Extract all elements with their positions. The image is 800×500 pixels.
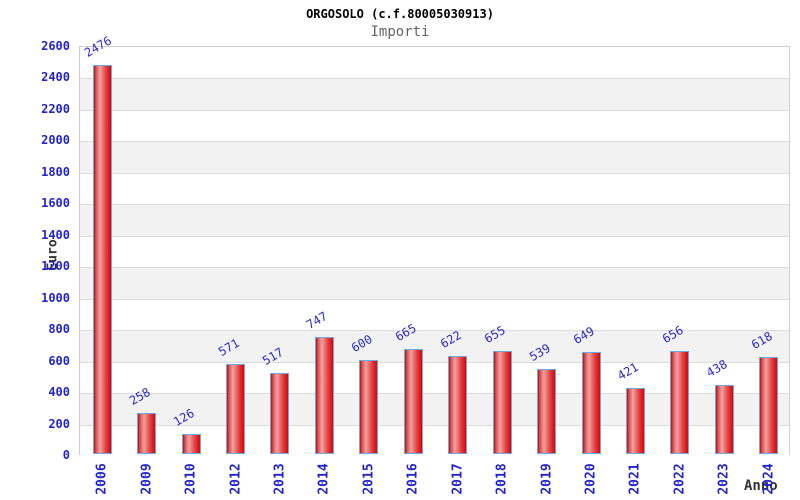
y-tick-label: 1400 [41,227,70,242]
y-tick-label: 1600 [41,196,70,211]
gridline [80,235,789,237]
gridline [80,172,789,174]
gridline [80,393,789,395]
x-tick-label: 2019 [539,463,555,495]
bar-2010 [181,434,201,454]
gridline [80,267,789,269]
y-tick-label: 1800 [41,164,70,179]
x-tick-label: 2021 [627,463,643,495]
bar-2013 [270,372,290,454]
bar-2019 [537,369,557,454]
y-tick-label: 800 [48,322,70,337]
bar-2021 [625,387,645,454]
gridline [80,141,789,143]
bar-2017 [448,356,468,454]
chart-subtitle: Importi [370,24,430,40]
plot-band [80,267,789,299]
x-tick-label: 2012 [228,463,244,495]
x-tick-label: 2018 [494,463,510,495]
y-tick-label: 0 [62,448,70,462]
x-tick-label: 2022 [672,463,688,495]
x-tick-label: 2014 [316,463,332,495]
y-tick-label: 2400 [41,70,70,85]
x-tick-label: 2023 [716,463,732,495]
bar-2015 [359,359,379,454]
x-axis-title: Anno [744,478,778,494]
y-tick-label: 2600 [41,39,70,53]
plot-band [80,172,789,205]
plot-band [80,141,789,173]
x-tick-label: 2024 [761,463,777,495]
plot-band [80,47,789,79]
plot-band [80,204,789,236]
y-tick-label: 600 [48,353,70,368]
plot-area: 2476 258 126 571 517 747 600 665 622 655 539 649 421… [79,33,790,456]
x-tick-label: 2016 [405,463,421,495]
bar-2024 [759,356,779,454]
x-tick-label: 2006 [94,463,110,495]
gridline [80,109,789,111]
y-tick-label: 1000 [41,290,70,305]
gridline [80,330,789,332]
bar-2009 [137,413,157,454]
x-tick-label: 2015 [361,463,377,495]
y-tick-label: 2000 [41,133,70,148]
gridline [80,204,789,206]
y-tick-label: 400 [48,385,70,400]
bar-2012 [226,364,246,454]
x-tick-label: 2009 [139,463,155,495]
gridline [80,424,789,426]
bar-2006 [92,64,112,454]
y-tick-label: 1200 [41,259,70,274]
bar-2018 [492,350,512,454]
bar-2014 [314,336,334,454]
plot-band [80,235,789,268]
plot-band [80,109,789,142]
plot-band [80,78,789,110]
gridline [80,361,789,363]
bar-2016 [403,349,423,454]
gridline [80,298,789,300]
y-tick-label: 2200 [41,101,70,116]
x-tick-label: 2020 [583,463,599,495]
gridline [80,78,789,80]
bar-2022 [670,350,690,454]
x-tick-label: 2017 [450,463,466,495]
bar-2020 [581,351,601,454]
y-tick-label: 200 [48,416,70,431]
bar-2023 [714,385,734,454]
plot-band [80,298,789,331]
x-tick-label: 2010 [183,463,199,495]
chart-title: ORGOSOLO (c.f.80005030913) [306,7,494,21]
x-tick-label: 2013 [272,463,288,495]
